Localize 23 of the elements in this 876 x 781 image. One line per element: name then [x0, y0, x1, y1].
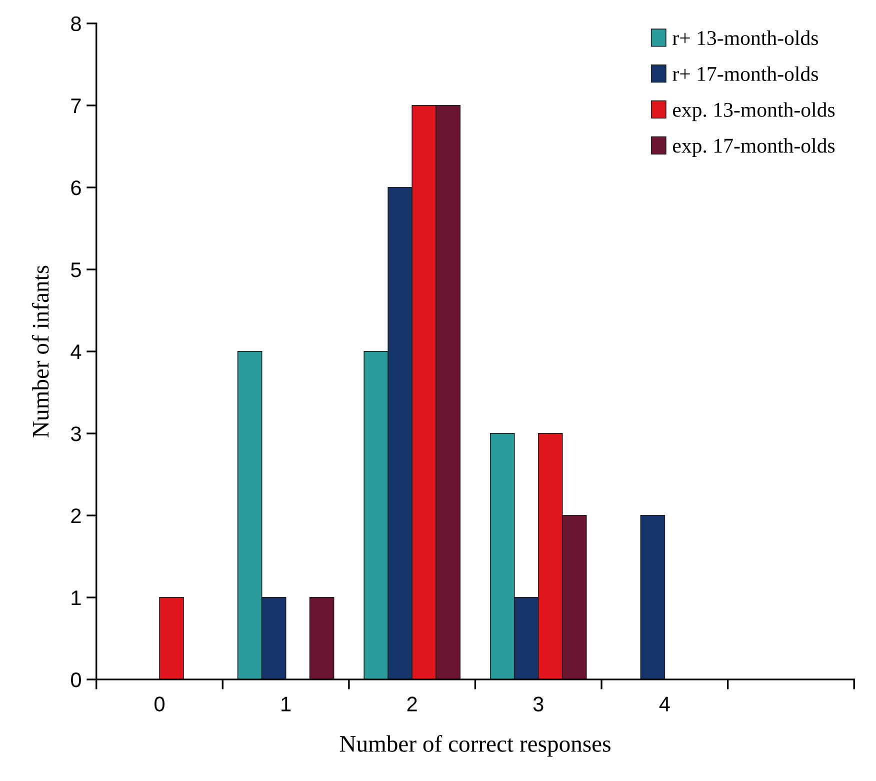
x-tick-label: 0: [154, 696, 164, 712]
y-tick-label: 6: [71, 180, 81, 196]
bar: [309, 597, 334, 680]
y-tick-label: 7: [71, 98, 81, 113]
y-tick-label: 0: [71, 672, 81, 688]
legend-label: exp. 13-month-olds: [672, 102, 835, 122]
bar: [159, 597, 184, 680]
x-tick-label: 2: [407, 696, 417, 712]
x-tick-label: 4: [659, 696, 670, 712]
y-tick-label: 5: [71, 262, 81, 278]
y-tick-label: 1: [72, 590, 81, 606]
y-tick-label: 4: [70, 344, 82, 359]
legend-label: r+ 13-month-olds: [672, 30, 818, 46]
bar: [640, 515, 666, 680]
y-axis-title: Number of infants: [32, 266, 49, 438]
y-tick-label: 3: [70, 426, 81, 442]
legend-label: exp. 17-month-olds: [672, 138, 835, 158]
x-tick-label: 3: [533, 696, 544, 712]
x-tick-label: 1: [282, 696, 291, 712]
y-tick-label: 8: [71, 16, 81, 32]
y-tick-label: 2: [71, 508, 81, 524]
x-axis-title: Number of correct responses: [340, 735, 610, 757]
legend-label: r+ 17-month-olds: [672, 66, 818, 81]
